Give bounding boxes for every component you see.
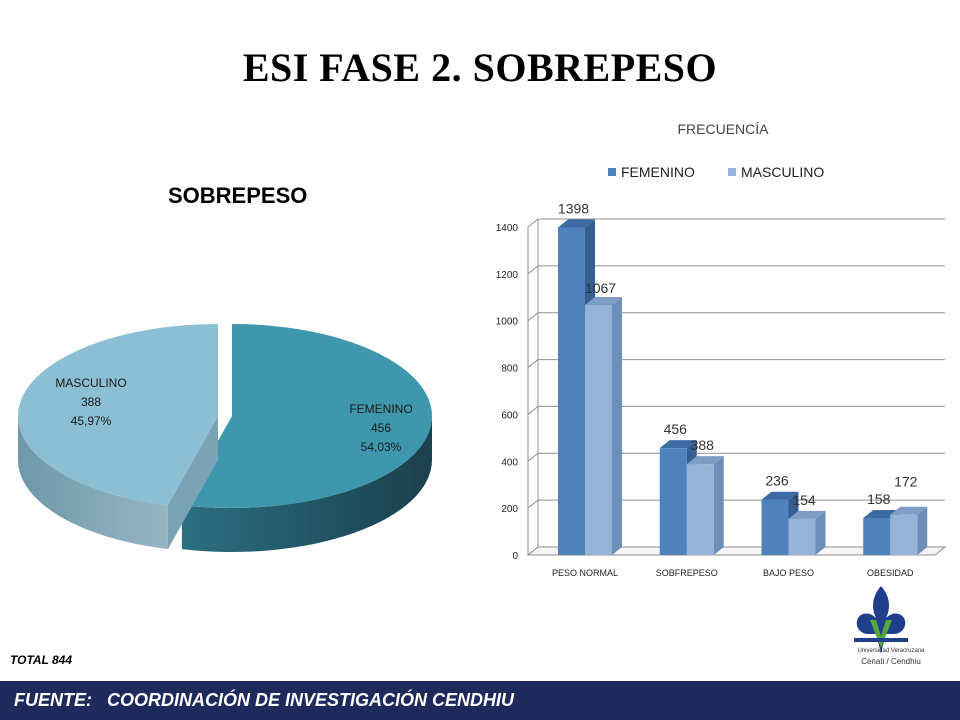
- bar-top: [585, 297, 622, 306]
- x-tick-label: PESO NORMAL: [552, 568, 618, 578]
- gridline-depth: [527, 218, 539, 228]
- bar-top: [761, 491, 799, 500]
- bar-side: [917, 506, 928, 555]
- bar-side: [612, 297, 622, 555]
- gridline-depth: [527, 312, 539, 322]
- gridline-depth: [527, 499, 539, 509]
- pie-slice-femenino: [181, 324, 432, 508]
- bar-value-label: 154: [792, 492, 816, 508]
- bar-femenino: [863, 517, 891, 555]
- gridline-depth: [527, 265, 539, 275]
- bar-masculino: [788, 518, 816, 555]
- pie-label-masculino: MASCULINO 388 45,97%: [31, 374, 151, 431]
- pie-chart: [17, 324, 432, 552]
- y-tick-label: 200: [501, 504, 518, 515]
- logo-university-text: Universidad Veracruzana: [857, 648, 925, 654]
- pie-label-femenino-name: FEMENINO: [349, 402, 413, 416]
- gridline-depth: [527, 546, 539, 556]
- pie-chart-title: SOBREPESO: [168, 183, 308, 208]
- bar-masculino: [890, 514, 918, 555]
- pie-slice-side: [181, 416, 432, 552]
- y-tick-label: 400: [501, 457, 518, 468]
- legend-label: FEMENINO: [621, 164, 695, 180]
- pie-slice-masculino: [17, 324, 219, 506]
- total-label: TOTAL 844: [10, 653, 73, 667]
- y-tick-label: 1200: [496, 270, 519, 281]
- bar-top: [558, 219, 595, 228]
- pie-label-masculino-name: MASCULINO: [55, 376, 127, 390]
- gridline-depth: [527, 359, 539, 368]
- x-tick-label: SOBFREPESO: [656, 568, 718, 578]
- bar-value-label: 1398: [558, 200, 589, 216]
- bar-chart: FRECUENCÍA FEMENINO MASCULINO 0 200 400 600 800…: [496, 121, 947, 578]
- footer-bar: FUENTE: COORDINACIÓN DE INVESTIGACIÓN CE…: [0, 681, 960, 720]
- y-tick-label: 0: [512, 551, 518, 562]
- legend-swatch: [608, 168, 616, 176]
- legend-swatch: [728, 168, 736, 176]
- y-tick-label: 1400: [496, 223, 519, 234]
- bar-value-label: 1067: [585, 280, 616, 296]
- bar-chart-title: FRECUENCÍA: [677, 121, 769, 137]
- bar-masculino: [585, 305, 612, 555]
- fleur-de-lis-icon: [854, 586, 908, 654]
- bar-top: [788, 510, 826, 519]
- bar-masculino: [686, 464, 714, 555]
- bar-femenino: [558, 227, 585, 555]
- bar-value-label: 172: [894, 474, 918, 490]
- university-logo: Universidad Veracruzana Cenati / Cendhiu: [826, 582, 956, 682]
- pie-slice-side: [18, 416, 168, 550]
- bar-value-label: 456: [664, 421, 688, 437]
- y-tick-label: 800: [501, 364, 518, 375]
- bar-top: [659, 440, 697, 449]
- bar-value-label: 158: [867, 491, 891, 507]
- x-tick-label: BAJO PESO: [763, 568, 814, 578]
- gridline-depth: [527, 406, 539, 415]
- y-tick-label: 1000: [496, 317, 519, 328]
- bar-top: [686, 456, 724, 465]
- bar-femenino: [659, 448, 687, 555]
- bar-side: [815, 510, 826, 555]
- y-tick-label: 600: [501, 410, 518, 421]
- bar-femenino: [761, 499, 789, 555]
- pie-label-femenino: FEMENINO 456 54,03%: [321, 400, 441, 457]
- bar-value-label: 388: [691, 437, 715, 453]
- pie-slice-cut: [167, 416, 218, 550]
- gridline-depth: [527, 452, 539, 462]
- bar-value-label: 236: [765, 473, 789, 489]
- pie-label-masculino-percent: 45,97%: [70, 414, 112, 428]
- slide-title: ESI FASE 2. SOBREPESO: [242, 45, 718, 90]
- pie-label-femenino-value: 456: [370, 421, 392, 435]
- pie-label-femenino-percent: 54,03%: [360, 440, 402, 454]
- pie-label-masculino-value: 388: [80, 395, 102, 409]
- footer-source-text: FUENTE: COORDINACIÓN DE INVESTIGACIÓN CE…: [14, 690, 515, 710]
- legend-label: MASCULINO: [741, 164, 824, 180]
- bar-top: [890, 506, 928, 515]
- x-tick-label: OBESIDAD: [867, 568, 914, 578]
- bar-side: [713, 456, 724, 555]
- logo-cenati-text: Cenati / Cendhiu: [861, 657, 921, 666]
